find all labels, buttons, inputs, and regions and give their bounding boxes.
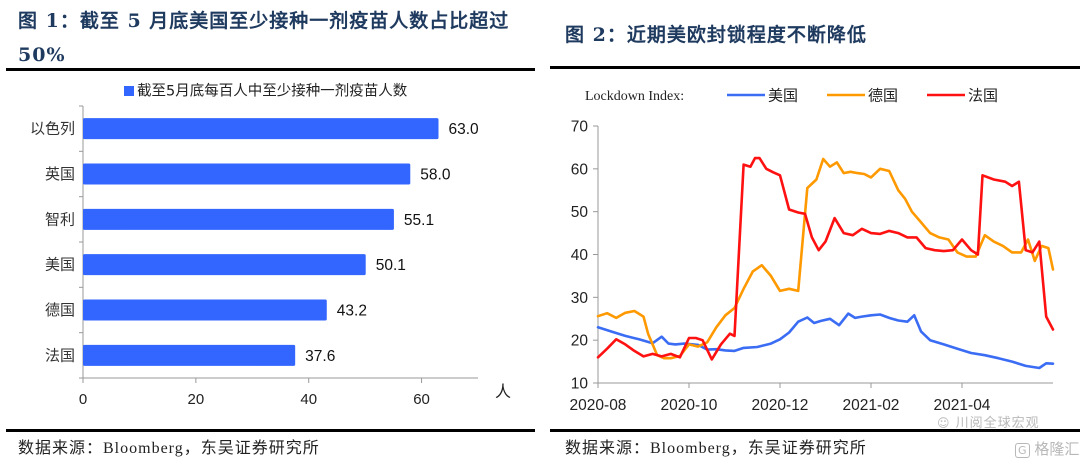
y-tick-label: 10 [571, 376, 589, 393]
title-rule [6, 68, 535, 71]
series-line-germany [596, 157, 1055, 360]
x-tick-label: 2020-12 [752, 397, 809, 414]
legend-swatch [124, 86, 134, 96]
x-tick-label: 2020-10 [661, 397, 718, 414]
category-label: 美国 [45, 256, 75, 274]
source-rule [6, 429, 535, 432]
series-line-france [596, 156, 1055, 361]
value-label: 55.1 [404, 212, 434, 229]
line-chart: Lockdown Index: 美国 德国 法国 10 20 30 40 50 60 70 202… [570, 87, 1055, 414]
title-rule-2 [550, 66, 1080, 69]
x-tick-label: 2020-08 [570, 397, 627, 414]
legend-label: 德国 [868, 87, 898, 105]
value-label: 63.0 [449, 121, 480, 138]
figure-1-panel: 图 1：截至 5 月底美国至少接种一剂疫苗人数占比超过 50% 截至5月底每百人… [6, 10, 535, 457]
bar-chart: 截至5月底每百人中至少接种一剂疫苗人数 0 20 40 60 以色列 63.0 英国 58.… [30, 83, 511, 409]
x-axis-unit-label: 人 [495, 382, 511, 401]
value-label: 43.2 [337, 303, 367, 320]
category-label: 英国 [45, 165, 75, 183]
y-tick-label: 20 [571, 333, 589, 350]
source-rule-2 [550, 429, 1080, 432]
logo-watermark-text: 格隆汇 [1034, 440, 1080, 458]
x-tick-label: 20 [188, 391, 205, 408]
y-tick-label: 50 [571, 204, 589, 221]
x-tick-label: 2021-02 [843, 397, 900, 414]
series-line-usa [596, 312, 1055, 370]
category-label: 德国 [45, 301, 75, 319]
line-marks [596, 156, 1055, 370]
figure-2-source: 数据来源：Bloomberg，东吴证券研究所 [565, 440, 867, 457]
wechat-watermark-text: 川阅全球宏观 [955, 416, 1040, 431]
y-tick-label: 60 [571, 161, 589, 178]
value-label: 37.6 [305, 348, 335, 365]
category-label: 智利 [45, 210, 75, 228]
wechat-watermark: ☺ 川阅全球宏观 [937, 412, 1040, 431]
value-label: 50.1 [376, 257, 406, 274]
legend-label: 美国 [768, 87, 798, 105]
bar [83, 344, 296, 366]
y-tick-label: 70 [571, 119, 589, 136]
line-axes: 10 20 30 40 50 60 70 2020-08 2020-10 2020-12 2021-… [570, 119, 1053, 414]
x-tick-label: 0 [79, 391, 87, 408]
legend-title: Lockdown Index: [585, 89, 684, 104]
category-label: 以色列 [30, 120, 75, 138]
logo-icon: G [1015, 443, 1030, 458]
y-tick-label: 40 [571, 247, 589, 264]
figure-1-title-line2: 50% [18, 44, 66, 66]
bar [83, 208, 394, 230]
category-label: 法国 [45, 346, 75, 364]
legend-label: 截至5月底每百人中至少接种一剂疫苗人数 [137, 83, 408, 100]
line-legend: Lockdown Index: 美国 德国 法国 [585, 87, 998, 105]
x-tick-label: 60 [413, 391, 430, 408]
figure-1-title-line1: 图 1：截至 5 月底美国至少接种一剂疫苗人数占比超过 [18, 10, 510, 32]
x-tick-label: 2021-04 [934, 397, 991, 414]
bar-axes: 0 20 40 60 [79, 105, 478, 408]
wechat-icon: ☺ [937, 416, 951, 430]
legend-label: 法国 [968, 87, 998, 105]
bar [83, 299, 327, 321]
bar-marks: 以色列 63.0 英国 58.0 智利 55.1 美国 50.1 德国 43.2 法国 37.6 [30, 118, 479, 366]
figure-2-title: 图 2：近期美欧封锁程度不断降低 [565, 24, 867, 46]
logo-watermark: G 格隆汇 [1015, 438, 1079, 459]
bar [83, 118, 439, 140]
bar [83, 254, 366, 276]
y-tick-label: 30 [571, 290, 589, 307]
x-tick-label: 40 [300, 391, 317, 408]
bar-legend: 截至5月底每百人中至少接种一剂疫苗人数 [124, 83, 408, 100]
figure-2-panel: 图 2：近期美欧封锁程度不断降低 Lockdown Index: 美国 德国 法国 … [545, 0, 1080, 464]
figure-1-source: 数据来源：Bloomberg，东吴证券研究所 [18, 440, 320, 457]
value-label: 58.0 [420, 167, 451, 184]
bar [83, 163, 411, 185]
